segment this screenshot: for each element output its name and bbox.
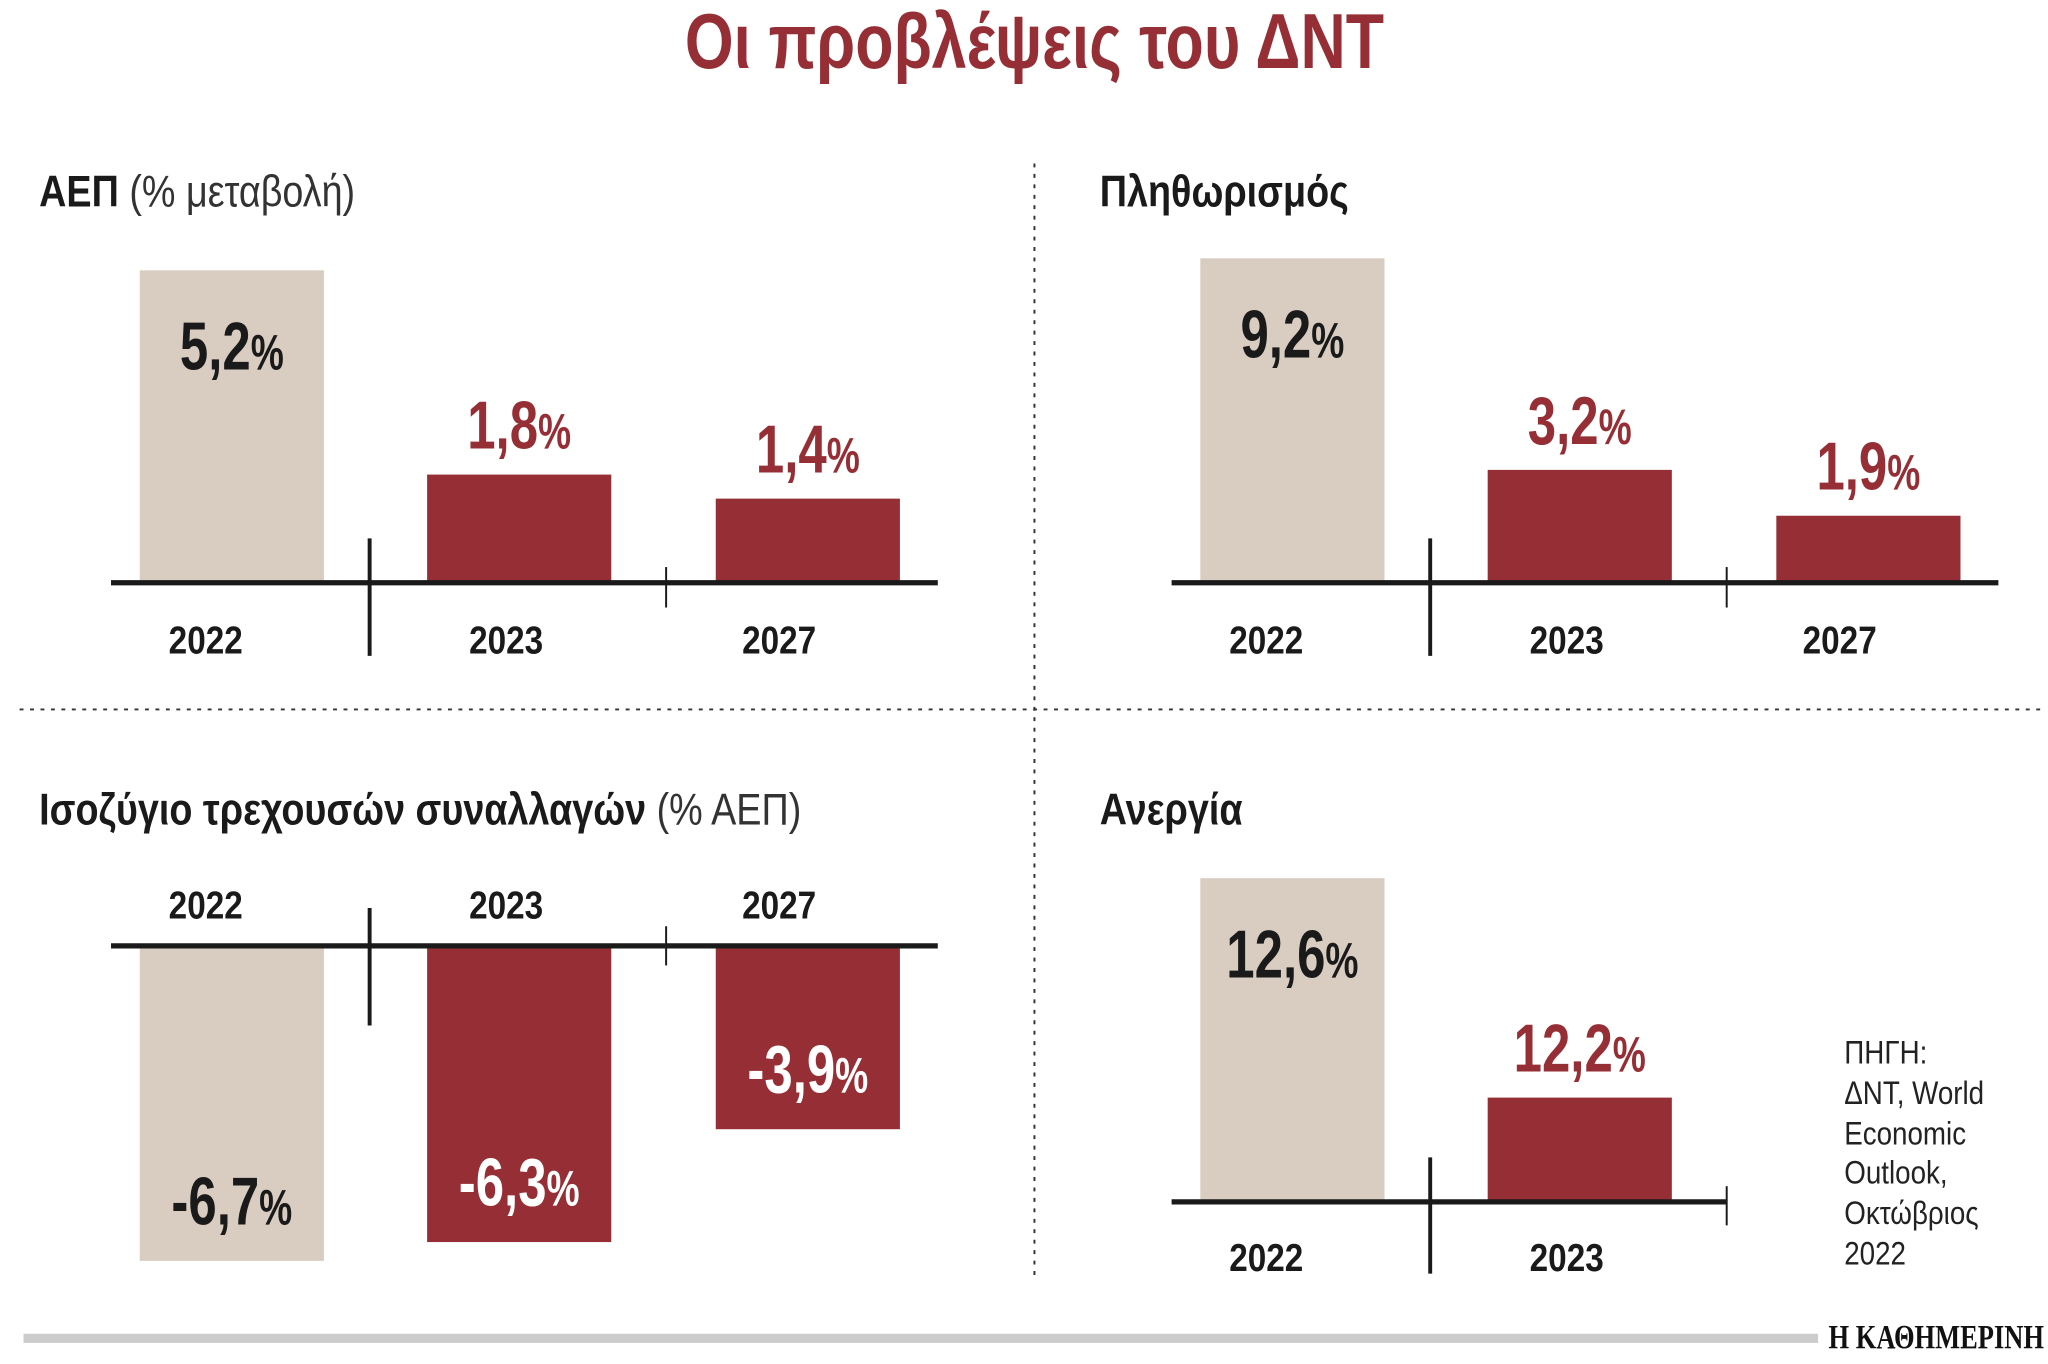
bar <box>427 945 612 1243</box>
bar <box>715 498 900 583</box>
bar <box>139 270 324 583</box>
year-label: 2027 <box>742 618 816 662</box>
data-label: -6,3% <box>459 1144 580 1220</box>
bar <box>715 945 900 1130</box>
source-line: Οκτώβριος <box>1844 1196 1978 1232</box>
panel-4: Ανεργία 2022 2023 <box>1100 784 1728 1280</box>
source-line: ΠΗΓΗ: <box>1844 1035 1927 1071</box>
data-label: 1,9% <box>1816 429 1920 505</box>
year-label: 2023 <box>469 618 543 662</box>
year-label: 2023 <box>469 883 543 927</box>
year-label: 2022 <box>1229 618 1303 662</box>
year-label: 2022 <box>169 618 243 662</box>
data-label: -3,9% <box>747 1032 868 1108</box>
source-line: 2022 <box>1844 1237 1906 1273</box>
source-line: Outlook, <box>1844 1156 1947 1192</box>
publisher-logo: Η ΚΑΘΗΜΕΡΙΝΗ <box>1829 1318 2045 1356</box>
data-label: 1,8% <box>467 387 571 463</box>
panel-title: Πληθωρισμός <box>1100 167 1349 217</box>
bar <box>139 945 324 1261</box>
bar <box>1487 1097 1672 1202</box>
year-label: 2023 <box>1530 1236 1604 1280</box>
data-label: 3,2% <box>1528 383 1632 459</box>
footer-bar <box>23 1333 1819 1343</box>
year-label: 2022 <box>1229 1236 1303 1280</box>
year-label: 2022 <box>169 883 243 927</box>
panel-2: Πληθωρισμός 2022 2023 2027 <box>1100 167 1999 662</box>
data-label: 1,4% <box>756 411 860 487</box>
data-label: 12,2% <box>1514 1010 1646 1086</box>
source-line: Economic <box>1844 1116 1966 1152</box>
year-label: 2027 <box>1803 618 1877 662</box>
year-label: 2023 <box>1530 618 1604 662</box>
bar <box>1776 515 1961 583</box>
bar <box>427 474 612 583</box>
data-label: 5,2% <box>180 308 284 384</box>
panel-1: ΑΕΠ (% μεταβολή) 2022 2023 2027 <box>39 167 938 662</box>
year-label: 2027 <box>742 883 816 927</box>
data-label: 9,2% <box>1240 296 1344 372</box>
data-label: -6,7% <box>171 1163 292 1239</box>
panel-3: Ισοζύγιο τρεχουσών συναλλαγών (% ΑΕΠ) 202… <box>39 784 938 1261</box>
panel-title: Ανεργία <box>1100 784 1243 834</box>
data-label: 12,6% <box>1226 916 1358 992</box>
panel-title: Ισοζύγιο τρεχουσών συναλλαγών (% ΑΕΠ) <box>39 784 801 834</box>
panel-title: ΑΕΠ (% μεταβολή) <box>39 167 355 217</box>
bar <box>1200 878 1385 1202</box>
bar <box>1487 469 1672 583</box>
source-line: ΔΝΤ, World <box>1844 1076 1984 1112</box>
bar <box>1200 258 1385 583</box>
source-note: ΠΗΓΗ: ΔΝΤ, World Economic Outlook, Οκτώβ… <box>1844 1035 1984 1272</box>
main-title: Οι προβλέψεις του ΔΝΤ <box>685 0 1384 86</box>
